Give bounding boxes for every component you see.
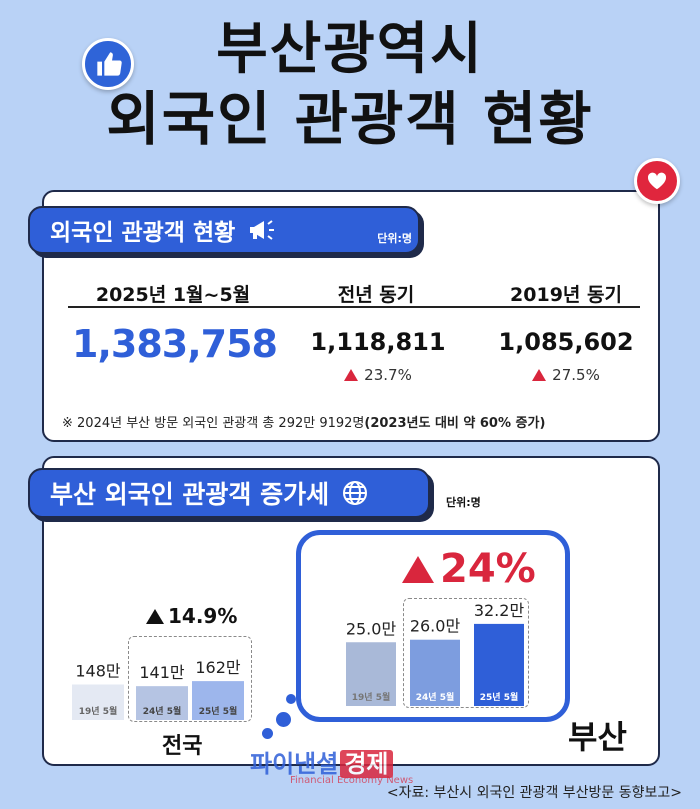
up-triangle-icon: [146, 608, 164, 624]
prev-year-change: 23.7%: [298, 366, 458, 384]
source-note: <자료: 부산시 외국인 관광객 부산방문 동향보고>: [386, 785, 682, 801]
header-divider: [68, 306, 640, 308]
megaphone-icon: [247, 218, 277, 242]
up-triangle-icon: [402, 555, 434, 583]
busan-change-value: 24%: [440, 546, 536, 592]
column-head-2019: 2019년 동기: [510, 284, 622, 306]
heart-icon: [634, 158, 680, 204]
summary-unit: 단위:명: [377, 232, 412, 245]
trend-tab: 부산 외국인 관광객 증가세: [28, 468, 430, 518]
busan-highlight-frame: [296, 530, 570, 722]
footnote-bold: (2023년도 대비 약 60% 증가): [364, 416, 546, 431]
column-head-2025: 2025년 1월~5월: [95, 284, 251, 306]
national-label: 전국: [162, 734, 203, 759]
globe-icon: [341, 479, 369, 507]
dot: [262, 728, 273, 739]
footnote: ※ 2024년 부산 방문 외국인 관광객 총 292만 9192명(2023년…: [62, 412, 545, 431]
busan-change: 24%: [402, 546, 536, 592]
watermark-logo: 파이낸셜 경제: [250, 744, 393, 779]
trend-unit: 단위:명: [446, 496, 481, 509]
watermark-main: 파이낸셜: [250, 750, 339, 778]
column-head-prev-year: 전년 동기: [337, 284, 415, 306]
dot: [286, 694, 296, 704]
summary-tab: 외국인 관광객 현황 단위:명: [28, 206, 420, 254]
page-title: 부산광역시 외국인 관광객 현황: [0, 17, 700, 154]
national-change-value: 14.9%: [168, 604, 238, 628]
y2019-value: 1,085,602: [498, 328, 634, 356]
watermark-sub: Financial Economy News: [290, 775, 414, 786]
busan-compare-box: [403, 598, 529, 708]
y2019-change-value: 27.5%: [552, 366, 600, 384]
up-triangle-icon: [532, 369, 547, 381]
prev-year-change-value: 23.7%: [364, 366, 412, 384]
y2019-change: 27.5%: [486, 366, 646, 384]
up-triangle-icon: [344, 369, 359, 381]
footnote-text: ※ 2024년 부산 방문 외국인 관광객 총 292만 9192명: [62, 416, 365, 431]
watermark-red: 경제: [340, 750, 393, 778]
prev-year-value: 1,118,811: [310, 328, 446, 356]
busan-label: 부산: [568, 718, 627, 756]
title-line-1: 부산광역시: [216, 17, 484, 82]
dot: [276, 712, 291, 727]
thumbs-up-icon: [82, 38, 134, 90]
national-compare-box: [128, 636, 252, 722]
title-line-2: 외국인 관광객 현황: [106, 85, 594, 154]
total-2025-value: 1,383,758: [72, 322, 278, 366]
summary-tab-label: 외국인 관광객 현황: [50, 220, 236, 246]
national-change: 14.9%: [146, 604, 237, 628]
trend-tab-label: 부산 외국인 관광객 증가세: [50, 480, 330, 509]
